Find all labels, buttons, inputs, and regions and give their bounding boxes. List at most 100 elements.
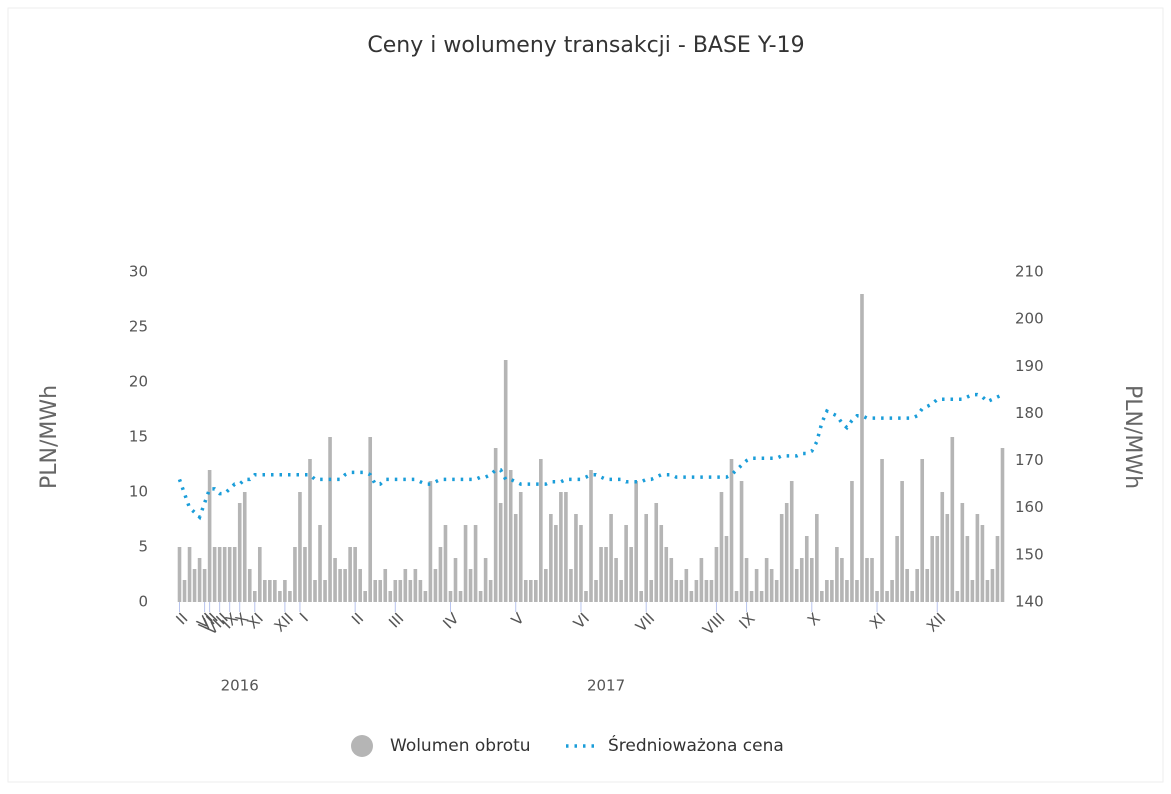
bar (433, 569, 438, 602)
bar (569, 569, 573, 602)
bar (549, 514, 553, 602)
bar (288, 591, 292, 602)
bar (900, 481, 904, 602)
bar (749, 591, 754, 602)
bar (232, 547, 237, 602)
y-tick-label: 25 (129, 318, 148, 336)
bar (885, 591, 889, 602)
bar (764, 558, 769, 602)
bar (177, 547, 182, 602)
bar (955, 591, 960, 602)
bar (980, 525, 985, 602)
bar (559, 492, 563, 602)
year-label: 2016 (221, 677, 259, 695)
bar (263, 580, 267, 602)
bar (483, 558, 488, 602)
bar (278, 591, 282, 602)
bar (589, 470, 593, 602)
bar (328, 437, 332, 602)
bar (187, 547, 192, 602)
bar (609, 514, 613, 602)
bar (358, 569, 362, 602)
bar (438, 547, 443, 602)
bar (273, 580, 277, 602)
bar (950, 437, 955, 602)
bar (463, 525, 468, 602)
bar (428, 481, 433, 602)
bar (654, 503, 659, 602)
bar (182, 580, 187, 602)
y-tick-label: 10 (129, 483, 148, 501)
bar (503, 360, 508, 602)
bar (207, 470, 212, 602)
y-tick-label: 0 (138, 593, 148, 611)
bar (403, 569, 408, 602)
bar (378, 580, 383, 602)
bar (739, 481, 744, 602)
bar (388, 591, 393, 602)
bar (870, 558, 874, 602)
bar (975, 514, 980, 602)
bar (518, 492, 523, 602)
y2-tick-label: 170 (1015, 451, 1044, 469)
bar (990, 569, 995, 602)
bar (960, 503, 965, 602)
bar (925, 569, 930, 602)
bar (257, 547, 262, 602)
bar (293, 547, 297, 602)
bar (659, 525, 664, 602)
bar (920, 459, 925, 602)
bar (935, 536, 940, 602)
bar (458, 591, 463, 602)
bar (398, 580, 403, 602)
bar (910, 591, 914, 602)
bar (689, 591, 694, 602)
bar (945, 514, 950, 602)
bar (744, 558, 749, 602)
bar (835, 547, 839, 602)
bar (283, 580, 287, 602)
price-line (177, 392, 1004, 521)
chart-title: Ceny i wolumeny transakcji - BASE Y-19 (367, 33, 804, 58)
bar (448, 591, 453, 602)
bar (268, 580, 272, 602)
bar (719, 492, 724, 602)
bar (664, 547, 669, 602)
bar (343, 569, 347, 602)
y2-tick-label: 150 (1015, 545, 1044, 563)
y2-tick-label: 190 (1015, 357, 1044, 375)
bar (579, 525, 583, 602)
y-tick-label: 20 (129, 373, 148, 391)
bar (619, 580, 623, 602)
bar (247, 569, 252, 602)
y2-tick-label: 210 (1015, 263, 1044, 281)
bar (338, 569, 342, 602)
bar (649, 580, 654, 602)
legend-swatch (351, 735, 373, 757)
bar (724, 536, 729, 602)
bar (614, 558, 618, 602)
bar (227, 547, 232, 602)
bar (408, 580, 413, 602)
bar (729, 459, 734, 602)
bar (473, 525, 478, 602)
bar (970, 580, 975, 602)
bar (684, 569, 689, 602)
bar (348, 547, 352, 602)
bar (639, 591, 643, 602)
bar (493, 448, 498, 602)
bar (709, 580, 714, 602)
bar (197, 558, 202, 602)
bar (298, 492, 302, 602)
bar (528, 580, 533, 602)
bar (508, 470, 513, 602)
bar (714, 547, 719, 602)
bar (965, 536, 970, 602)
bar (779, 514, 784, 602)
year-label: 2017 (587, 677, 625, 695)
bar (303, 547, 307, 602)
bar (453, 558, 458, 602)
bar (533, 580, 538, 602)
bar (769, 569, 774, 602)
y2-tick-label: 140 (1015, 593, 1044, 611)
